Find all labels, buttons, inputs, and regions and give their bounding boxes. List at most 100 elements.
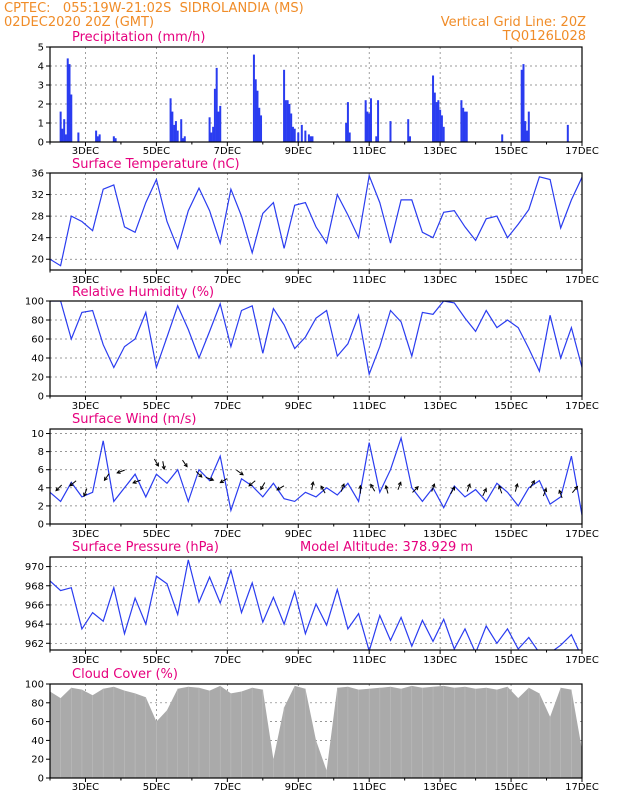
precip-bar xyxy=(98,134,101,142)
precip-bar xyxy=(439,109,442,142)
precip-bar xyxy=(114,138,117,142)
pres-ytick-label: 970 xyxy=(25,562,44,573)
wind-xtick-label: 7DEC xyxy=(214,529,241,540)
precip-bar xyxy=(288,104,291,142)
precip-bar xyxy=(212,126,215,142)
precip-bar xyxy=(173,124,176,142)
precip-bar xyxy=(256,90,259,142)
panel-precip: Precipitation (mm/h) 0 1 2 3 4 5 3DEC 5DEC 7DEC 9D… xyxy=(38,30,599,157)
temp-ytick-label: 32 xyxy=(31,190,44,201)
wind-arrow xyxy=(542,487,548,497)
precip-title: Precipitation (mm/h) xyxy=(72,30,205,45)
wind-xtick-label: 15DEC xyxy=(494,529,528,540)
pres-xtick-label: 13DEC xyxy=(423,655,457,666)
precip-bar xyxy=(462,107,465,142)
cloud-xtick-label: 3DEC xyxy=(72,782,99,793)
precip-bar xyxy=(213,88,216,142)
wind-plot-area xyxy=(50,435,582,516)
cloud-xtick-label: 5DEC xyxy=(143,782,170,793)
cloud-ytick-label: 40 xyxy=(31,736,44,747)
precip-bar xyxy=(346,102,349,142)
rh-xtick-label: 7DEC xyxy=(214,401,241,412)
precip-bar xyxy=(566,124,569,142)
wind-xtick-label: 13DEC xyxy=(423,529,457,540)
precip-xtick-label: 9DEC xyxy=(285,146,312,157)
precip-bar xyxy=(291,126,294,142)
panel-pres: Surface Pressure (hPa) Model Altitude: 37… xyxy=(25,540,599,666)
precip-bar xyxy=(375,136,378,142)
pres-xtick-label: 5DEC xyxy=(143,655,170,666)
wind-arrow xyxy=(397,481,402,490)
precip-bar xyxy=(260,115,263,142)
precip-bar xyxy=(524,121,527,142)
pres-ytick-label: 962 xyxy=(25,639,44,650)
wind-ytick-label: 4 xyxy=(38,483,44,494)
precip-bar xyxy=(300,124,303,142)
rh-xtick-label: 5DEC xyxy=(143,401,170,412)
precip-bar xyxy=(217,111,220,142)
pres-xtick-label: 7DEC xyxy=(214,655,241,666)
pres-xtick-label: 17DEC xyxy=(565,655,599,666)
cloud-xtick-label: 11DEC xyxy=(352,782,386,793)
pres-xtick-label: 3DEC xyxy=(72,655,99,666)
wind-arrow xyxy=(248,480,256,487)
precip-ytick-label: 5 xyxy=(38,43,44,54)
cloud-plot-area xyxy=(50,685,582,778)
precip-bar xyxy=(64,134,67,142)
precip-bar xyxy=(463,111,466,142)
precip-bar xyxy=(171,111,174,142)
wind-arrow xyxy=(529,479,535,488)
precip-xtick-label: 11DEC xyxy=(352,146,386,157)
precip-xtick-label: 13DEC xyxy=(423,146,457,157)
precip-bar xyxy=(389,121,392,142)
cloud-ytick-label: 60 xyxy=(31,717,44,728)
wind-arrow xyxy=(310,481,315,491)
pres-xtick-label: 9DEC xyxy=(285,655,312,666)
precip-bar xyxy=(176,130,179,142)
precip-bar xyxy=(293,128,296,142)
temp-xtick-label: 11DEC xyxy=(352,275,386,286)
precip-xtick-label: 15DEC xyxy=(494,146,528,157)
wind-arrow xyxy=(69,480,77,487)
header-location: CPTEC: 055:19W-21:02S SIDROLANDIA (MS) xyxy=(4,1,304,16)
precip-bar xyxy=(440,115,443,142)
cloud-xtick-label: 15DEC xyxy=(494,782,528,793)
temp-ytick-label: 36 xyxy=(31,169,44,180)
wind-xtick-label: 11DEC xyxy=(352,529,386,540)
pres-title: Surface Pressure (hPa) xyxy=(72,540,219,555)
precip-bar xyxy=(368,113,371,142)
wind-arrow xyxy=(320,485,326,494)
temp-xtick-label: 9DEC xyxy=(285,275,312,286)
precip-bar xyxy=(407,119,410,142)
precip-xtick-label: 7DEC xyxy=(214,146,241,157)
pres-plot-area xyxy=(50,559,580,650)
temp-xtick-label: 7DEC xyxy=(214,275,241,286)
precip-xtick-label: 17DEC xyxy=(565,146,599,157)
precip-bar xyxy=(70,94,73,142)
wind-arrow xyxy=(498,484,503,494)
pres-ytick-label: 968 xyxy=(25,581,44,592)
cloud-ytick-label: 20 xyxy=(31,755,44,766)
temp-xtick-label: 17DEC xyxy=(565,275,599,286)
rh-title: Relative Humidity (%) xyxy=(72,285,214,300)
panel-rh: Relative Humidity (%) 0 20 40 60 80 100 3DEC 5DE… xyxy=(25,285,599,412)
precip-bar xyxy=(283,69,286,142)
wind-xtick-label: 17DEC xyxy=(565,529,599,540)
wind-title: Surface Wind (m/s) xyxy=(72,412,196,427)
precip-bar xyxy=(183,136,186,142)
pres-ytick-label: 966 xyxy=(25,600,44,611)
cloud-ytick-label: 80 xyxy=(31,698,44,709)
wind-ytick-label: 0 xyxy=(38,520,44,531)
precip-ytick-label: 4 xyxy=(38,62,44,73)
wind-arrow xyxy=(195,471,203,478)
cloud-xtick-label: 7DEC xyxy=(214,782,241,793)
temp-ytick-label: 24 xyxy=(31,233,44,244)
precip-ytick-label: 2 xyxy=(38,100,44,111)
wind-arrow xyxy=(153,458,159,467)
wind-arrow xyxy=(370,483,376,492)
temp-ytick-label: 20 xyxy=(31,255,44,266)
precip-bar xyxy=(96,136,99,142)
wind-arrow xyxy=(236,469,244,476)
wind-arrow xyxy=(384,484,389,494)
precip-bar xyxy=(465,111,468,142)
